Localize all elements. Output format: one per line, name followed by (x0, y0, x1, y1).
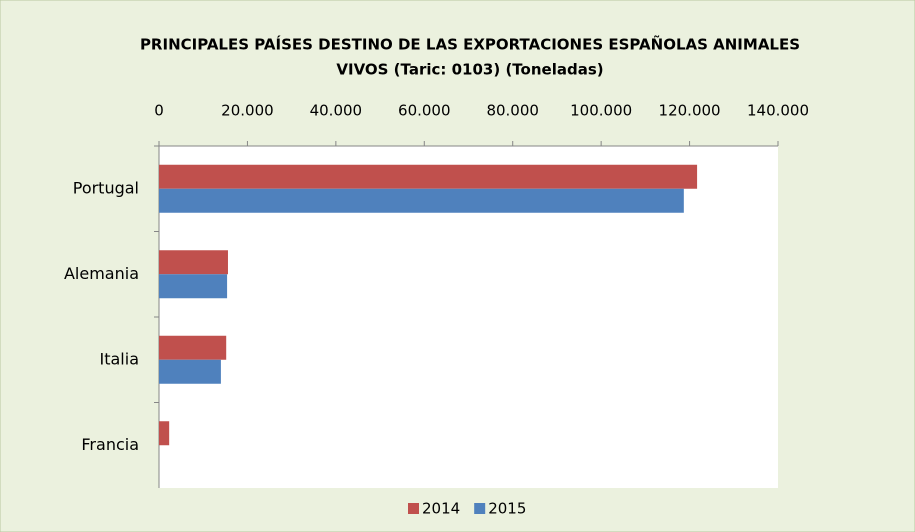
x-tick-label: 120.000 (659, 102, 721, 120)
y-tick-label: Italia (100, 349, 140, 368)
x-tick-label: 100.000 (570, 102, 632, 120)
bar (159, 359, 221, 384)
bar (159, 164, 698, 189)
legend-swatch (474, 503, 486, 514)
chart-title: PRINCIPALES PAÍSES DESTINO DE LAS EXPORT… (140, 35, 800, 54)
x-tick-label: 20.000 (221, 102, 274, 120)
legend-label: 2014 (422, 500, 460, 518)
chart-title: VIVOS (Taric: 0103) (Toneladas) (336, 61, 603, 79)
legend-swatch (408, 503, 419, 514)
x-tick-label: 60.000 (398, 102, 451, 120)
bar (159, 421, 170, 446)
x-tick-label: 40.000 (310, 102, 363, 120)
x-tick-label: 140.000 (747, 102, 809, 120)
x-tick-label: 80.000 (486, 102, 539, 120)
bar (159, 274, 228, 299)
bar (159, 188, 684, 213)
legend-label: 2015 (488, 500, 526, 518)
bar (159, 250, 228, 275)
y-tick-label: Francia (81, 435, 139, 454)
y-tick-label: Portugal (73, 178, 139, 197)
y-tick-label: Alemania (64, 264, 139, 283)
bar (159, 335, 227, 360)
x-tick-label: 0 (154, 102, 164, 120)
